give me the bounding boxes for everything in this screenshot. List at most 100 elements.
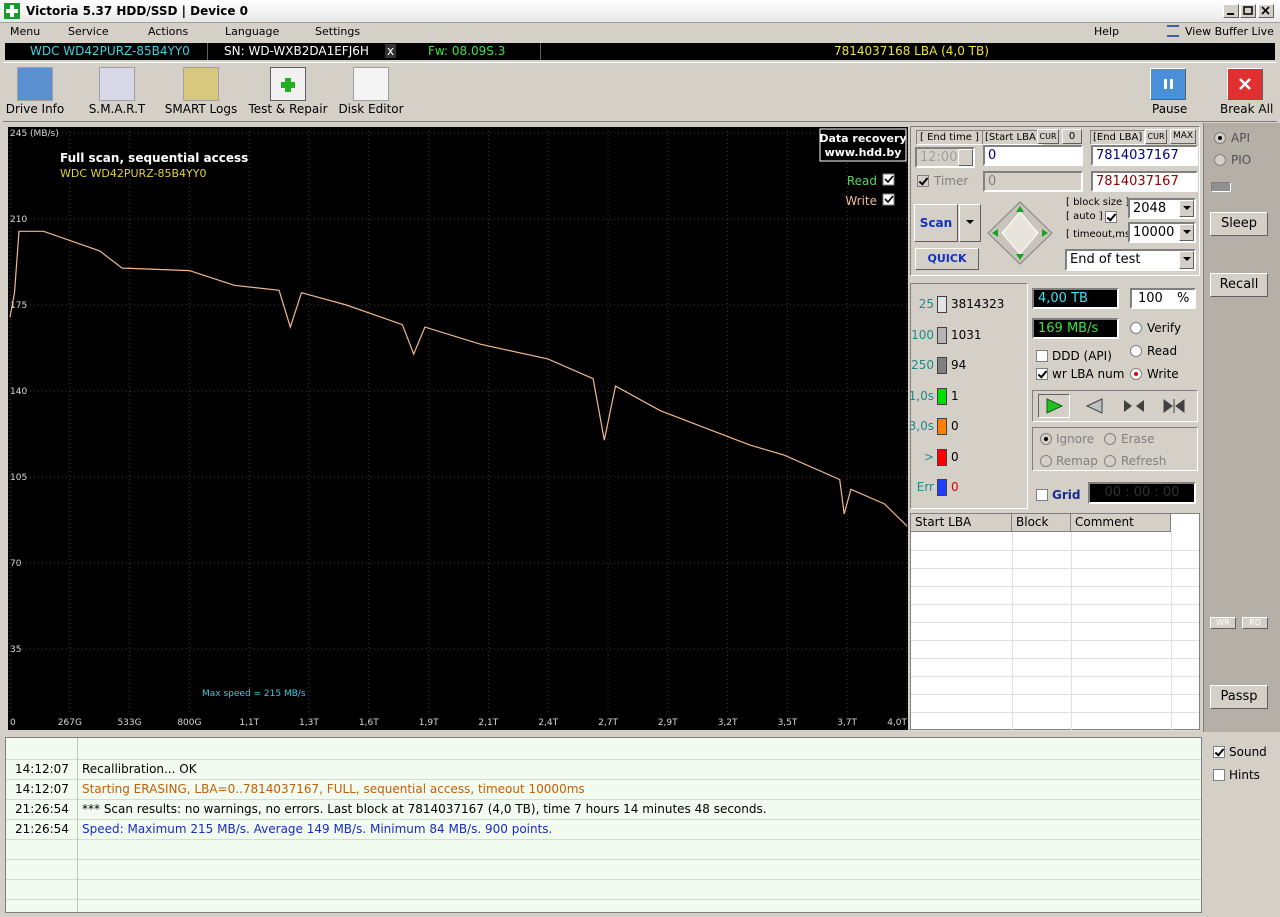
menu-item[interactable]: Service xyxy=(68,25,109,38)
x-tick-label: 3,5T xyxy=(778,718,798,728)
toolbar-button[interactable] xyxy=(353,67,389,101)
action-group xyxy=(1032,427,1198,471)
refresh-radio[interactable] xyxy=(1104,455,1116,467)
table-col-line xyxy=(1171,532,1172,730)
hints-checkbox[interactable] xyxy=(1213,769,1225,781)
x-tick-label: 1,3T xyxy=(299,718,319,728)
x-tick-label: 1,1T xyxy=(239,718,259,728)
x-tick-label: 267G xyxy=(58,718,82,728)
x-tick-label: 2,1T xyxy=(478,718,498,728)
percent-value: 100 xyxy=(1138,291,1163,306)
timer-input[interactable]: 0 xyxy=(983,171,1083,192)
counter-label: 3,0s xyxy=(908,419,934,433)
erase-radio[interactable] xyxy=(1104,433,1116,445)
test-repair-plus xyxy=(281,82,295,88)
device-model: WDC WD42PURZ-85B4YY0 xyxy=(30,44,190,58)
x-tick-label: 0 xyxy=(10,718,16,728)
start-lba-input[interactable]: 0 xyxy=(983,145,1083,166)
table-row-line xyxy=(911,550,1199,551)
settings-panel xyxy=(910,126,1200,276)
view-buffer-live[interactable]: View Buffer Live xyxy=(1185,25,1274,38)
counter-swatch xyxy=(937,357,947,374)
log-panel: 14:12:07 Recallibration... OK 14:12:07 Star… xyxy=(5,737,1202,913)
counter-swatch xyxy=(937,326,947,344)
table-col-line xyxy=(1012,532,1013,730)
verify-radio[interactable] xyxy=(1130,322,1142,334)
menu-item[interactable]: Language xyxy=(225,25,280,38)
end-max-button[interactable]: MAX xyxy=(1170,129,1196,144)
y-tick-label: 140 xyxy=(10,387,27,397)
close-glyph xyxy=(1261,6,1270,15)
direction-pad xyxy=(987,201,1053,265)
recall-button[interactable]: Recall xyxy=(1210,273,1268,297)
menu-item[interactable]: Menu xyxy=(10,25,41,38)
ignore-radio[interactable] xyxy=(1040,433,1052,445)
legend-checkbox[interactable] xyxy=(882,193,895,206)
grid-checkbox[interactable] xyxy=(1036,489,1048,501)
x-tick-label: 2,7T xyxy=(598,718,618,728)
start-cur-button[interactable]: CUR xyxy=(1037,129,1059,144)
percent-unit: % xyxy=(1177,291,1190,306)
playback-glyphs xyxy=(1046,398,1185,414)
device-serial: SN: WD-WXB2DA1EFJ6H xyxy=(224,44,369,58)
menu-item[interactable]: Settings xyxy=(315,25,361,38)
rd-button[interactable]: RD xyxy=(1242,617,1268,629)
log-time: 14:12:07 xyxy=(15,782,69,796)
toolbar-button[interactable] xyxy=(183,67,219,101)
sleep-button[interactable]: Sleep xyxy=(1210,212,1268,236)
ddd-checkbox[interactable] xyxy=(1036,350,1048,362)
toolbar-label: Test & Repair xyxy=(248,102,328,116)
counter-count: 3814323 xyxy=(951,297,1005,311)
quick-button[interactable]: QUICK xyxy=(915,248,979,270)
end-lba-input[interactable]: 7814037167 xyxy=(1091,145,1198,166)
end-action-select[interactable]: End of test xyxy=(1065,249,1196,271)
pause-button[interactable] xyxy=(1150,68,1186,100)
write-radio[interactable] xyxy=(1130,368,1142,380)
table-header: Block xyxy=(1012,514,1071,532)
start-zero-button[interactable]: 0 xyxy=(1062,129,1082,144)
table-col-line xyxy=(1071,532,1072,730)
window-button-glyphs xyxy=(1227,6,1270,15)
toolbar-button[interactable] xyxy=(17,67,53,101)
table-row-line xyxy=(911,658,1199,659)
timer-checkbox[interactable] xyxy=(917,175,929,187)
end-time-label: [ End time ] xyxy=(916,130,983,145)
legend-checkbox[interactable] xyxy=(882,173,895,186)
hints-label: Hints xyxy=(1229,768,1260,782)
api-label: API xyxy=(1231,131,1250,145)
read-radio[interactable] xyxy=(1130,345,1142,357)
reverse-glyph xyxy=(1085,398,1103,414)
time-spinner[interactable] xyxy=(958,149,973,166)
end-lba-label: [End LBA] xyxy=(1090,130,1146,145)
auto-checkbox[interactable] xyxy=(1105,211,1117,223)
device-close[interactable]: x xyxy=(385,44,397,58)
table-row-line xyxy=(911,712,1199,713)
api-radio[interactable] xyxy=(1214,132,1226,144)
remap-radio[interactable] xyxy=(1040,455,1052,467)
menu-help[interactable]: Help xyxy=(1094,25,1120,38)
maximize-glyph xyxy=(1243,6,1253,15)
pio-radio[interactable] xyxy=(1214,154,1226,166)
counter-count: 1 xyxy=(951,388,959,403)
legend-read: Read xyxy=(847,174,877,188)
view-buffer-icon xyxy=(1167,25,1179,37)
x-tick-label: 3,7T xyxy=(837,718,857,728)
scan-button[interactable]: Scan xyxy=(914,204,958,242)
sound-checkbox[interactable] xyxy=(1213,746,1225,758)
counter-label: 100 xyxy=(911,327,934,342)
device-firmware: Fw: 08.09S.3 xyxy=(428,44,506,58)
y-tick-label: 70 xyxy=(10,559,22,569)
log-row-line xyxy=(6,759,1201,760)
toolbar-button[interactable] xyxy=(99,67,135,101)
menu-item[interactable]: Actions xyxy=(148,25,189,38)
break-all-label: Break All xyxy=(1220,102,1274,116)
wr-lba-checkbox[interactable] xyxy=(1036,368,1048,380)
start-lba-label: [Start LBA] xyxy=(982,130,1043,145)
speed-display: 169 MB/s xyxy=(1032,318,1119,339)
wr-button[interactable]: WR xyxy=(1210,617,1236,629)
counter-label: 250 xyxy=(911,358,934,372)
end-cur-button[interactable]: CUR xyxy=(1145,129,1167,144)
remap-label: Remap xyxy=(1056,454,1098,468)
passp-button[interactable]: Passp xyxy=(1210,685,1268,709)
